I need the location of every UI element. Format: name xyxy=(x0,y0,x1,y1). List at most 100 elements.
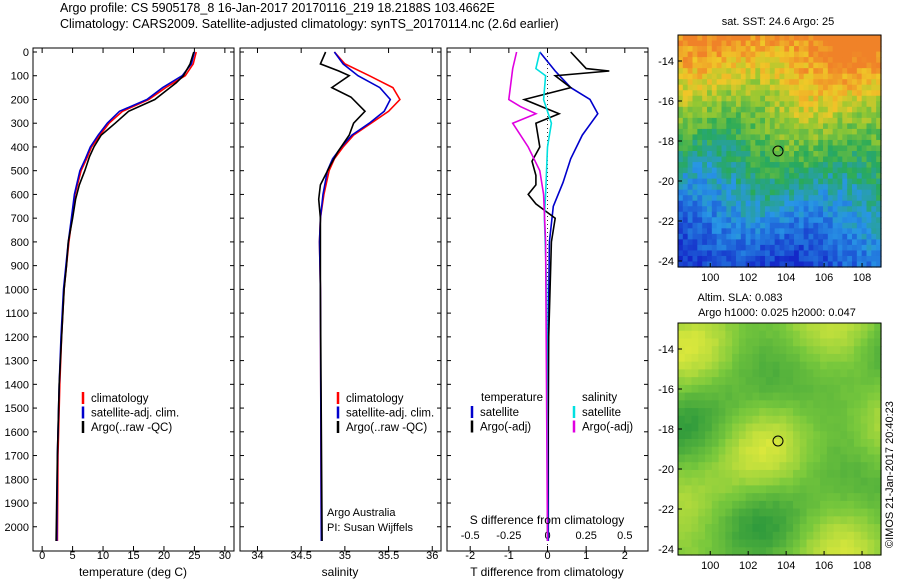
map-cell xyxy=(765,500,774,510)
map-cell xyxy=(697,145,703,152)
map-cell xyxy=(871,79,877,86)
map-cell xyxy=(832,84,839,91)
map-cell xyxy=(789,40,795,47)
map-cell xyxy=(745,156,752,163)
map-cell xyxy=(826,353,835,363)
map-cell xyxy=(687,51,694,58)
map-cell xyxy=(786,446,794,456)
map-cell xyxy=(760,112,766,119)
map-cell xyxy=(687,139,694,147)
map-cell xyxy=(867,477,875,486)
map-cell xyxy=(726,206,732,213)
map-cell xyxy=(682,250,689,257)
map-cell xyxy=(826,439,835,448)
map-cell xyxy=(774,101,781,108)
map-cell xyxy=(769,101,776,108)
map-cell xyxy=(736,222,742,229)
x-tick-label: 108 xyxy=(853,560,871,572)
map-cell xyxy=(755,106,761,113)
map-cell xyxy=(711,493,720,502)
map-cell xyxy=(718,400,726,409)
map-cell xyxy=(847,95,853,102)
y-tick-label: -24 xyxy=(658,256,674,268)
map-cell xyxy=(823,200,829,207)
map-cell xyxy=(718,369,726,378)
y-tick-label: 1400 xyxy=(5,379,29,391)
map-cell xyxy=(837,95,843,102)
map-cell xyxy=(736,217,742,224)
map-cell xyxy=(818,128,824,136)
map-cell xyxy=(847,217,853,224)
sla-map-title: Altim. SLA: 0.083 xyxy=(698,292,783,304)
map-cell xyxy=(823,101,829,108)
map-cell xyxy=(738,477,747,486)
map-cell xyxy=(740,173,747,180)
map-cell xyxy=(731,134,737,141)
map-cell xyxy=(707,200,713,207)
map-cell xyxy=(840,361,848,370)
map-cell xyxy=(779,206,785,213)
map-cell xyxy=(867,323,875,332)
map-cell xyxy=(856,195,863,202)
map-cell xyxy=(861,68,868,75)
map-cell xyxy=(789,189,795,196)
map-cell xyxy=(755,222,761,229)
map-cell xyxy=(874,462,882,471)
map-cell xyxy=(702,73,708,80)
map-cell xyxy=(818,117,824,124)
map-cell xyxy=(826,524,835,533)
map-cell xyxy=(823,244,829,252)
map-cell xyxy=(740,244,747,252)
map-cell xyxy=(867,524,875,533)
map-cell xyxy=(678,477,686,486)
map-cell xyxy=(755,40,761,47)
map-cell xyxy=(697,40,703,47)
map-cell xyxy=(711,392,720,401)
map-cell xyxy=(827,68,834,75)
map-cell xyxy=(678,261,684,268)
map-cell xyxy=(750,200,756,207)
map-cell xyxy=(798,79,805,86)
map-cell xyxy=(678,415,686,425)
map-cell xyxy=(840,439,848,448)
map-cell xyxy=(711,228,718,235)
map-cell xyxy=(687,68,694,75)
map-cell xyxy=(827,139,834,147)
map-cell xyxy=(813,233,819,240)
map-cell xyxy=(818,106,824,113)
map-cell xyxy=(806,446,814,456)
map-cell xyxy=(813,178,819,185)
map-cell xyxy=(856,35,863,42)
map-cell xyxy=(755,134,761,141)
map-cell xyxy=(826,392,835,401)
map-cell xyxy=(682,189,689,196)
map-cell xyxy=(803,162,810,169)
map-cell xyxy=(827,162,834,169)
map-cell xyxy=(871,255,877,263)
map-cell xyxy=(793,323,801,332)
map-cell xyxy=(678,57,684,64)
map-cell xyxy=(678,206,684,213)
map-cell xyxy=(707,84,713,91)
map-cell xyxy=(876,35,882,42)
map-cell xyxy=(711,57,718,64)
map-cell xyxy=(779,338,787,347)
map-cell xyxy=(698,485,706,494)
map-cell xyxy=(847,211,853,218)
map-cell xyxy=(860,539,869,548)
map-cell xyxy=(697,139,703,147)
map-cell xyxy=(721,123,727,130)
map-cell xyxy=(867,539,875,548)
map-cell xyxy=(678,244,684,252)
map-cell xyxy=(847,35,853,42)
map-cell xyxy=(789,145,795,152)
map-cell xyxy=(692,62,698,69)
map-cell xyxy=(820,469,828,479)
map-cell xyxy=(866,217,872,224)
map-cell xyxy=(745,377,754,386)
map-cell xyxy=(725,469,733,479)
map-cell xyxy=(837,40,843,47)
map-cell xyxy=(860,454,869,463)
map-cell xyxy=(760,261,766,268)
map-cell xyxy=(847,524,855,533)
